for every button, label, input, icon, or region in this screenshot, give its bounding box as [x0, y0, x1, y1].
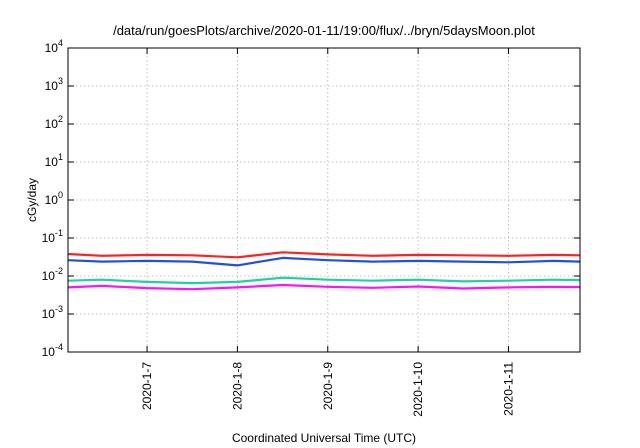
x-tick-label: 2020-1-7 [140, 362, 154, 410]
grid-lines [68, 48, 580, 352]
series-line-3 [67, 276, 581, 285]
series-line-1 [67, 251, 581, 259]
y-tick-label: 10-1 [42, 228, 63, 245]
series-lines [67, 251, 581, 291]
y-tick-label: 10-3 [42, 304, 63, 321]
series-line-4 [67, 283, 581, 291]
x-tick-label: 2020-1-9 [321, 362, 335, 410]
y-tick-label: 10-2 [42, 266, 63, 283]
y-tick-label: 101 [45, 152, 63, 169]
chart-title: /data/run/goesPlots/archive/2020-01-11/1… [113, 23, 535, 38]
x-axis-label: Coordinated Universal Time (UTC) [232, 431, 416, 445]
series-line-2 [67, 256, 581, 267]
y-tick-label: 10-4 [42, 342, 63, 359]
x-tick-label: 2020-1-11 [501, 362, 515, 416]
x-tick-label: 2020-1-10 [411, 362, 425, 417]
y-tick-label: 100 [45, 190, 63, 207]
y-axis-label: cGy/day [25, 178, 39, 222]
y-tick-label: 103 [45, 76, 63, 93]
y-tick-label: 102 [45, 114, 63, 131]
x-tick-label: 2020-1-8 [230, 362, 244, 410]
y-tick-label: 104 [45, 38, 63, 55]
axis-ticks: 10-4 10-3 10-2 10-1 100 101 102 103 104 2020-1-7 2… [42, 38, 580, 417]
